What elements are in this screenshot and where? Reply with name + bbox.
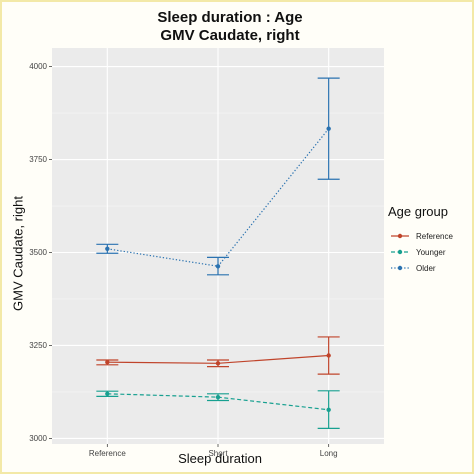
data-point-younger [105, 391, 110, 397]
legend-item-younger: Younger [388, 244, 472, 260]
chart-title: Sleep duration : Age [157, 9, 303, 26]
y-tick-label: 3250 [29, 341, 47, 350]
y-tick-label: 3750 [29, 155, 47, 164]
y-tick-label: 3000 [29, 434, 47, 443]
x-axis-label: Sleep duration [178, 451, 262, 466]
data-point-younger [215, 394, 221, 400]
data-point-younger [326, 407, 331, 412]
x-tick-label: Short [208, 449, 228, 458]
data-point-older [105, 246, 110, 251]
data-point-reference [326, 353, 331, 358]
legend-key-younger [391, 249, 409, 255]
legend-key-reference [391, 233, 409, 239]
series-line-older [107, 128, 330, 267]
y-tick-label: 3500 [29, 248, 47, 257]
legend-key-point [397, 265, 403, 271]
y-tick-label: 4000 [29, 62, 47, 71]
legend-label-reference: Reference [416, 231, 453, 241]
legend-item-reference: Reference [388, 228, 472, 244]
x-tick-label: Long [320, 449, 338, 458]
legend-key-older [391, 265, 409, 271]
y-axis-label: GMV Caudate, right [10, 196, 26, 311]
chart-subtitle: GMV Caudate, right [160, 27, 300, 44]
legend-key-point [397, 233, 403, 239]
data-point-older [215, 264, 221, 269]
data-point-reference [215, 361, 221, 366]
data-point-reference [105, 359, 110, 365]
legend-label-younger: Younger [416, 247, 446, 257]
legend-label-older: Older [416, 263, 436, 273]
legend-item-older: Older [388, 260, 472, 276]
x-tick-label: Reference [89, 449, 126, 458]
legend: Age group Reference Younger Older [388, 204, 472, 276]
data-point-older [326, 126, 331, 131]
legend-key-point [397, 249, 403, 255]
legend-title: Age group [388, 204, 448, 219]
